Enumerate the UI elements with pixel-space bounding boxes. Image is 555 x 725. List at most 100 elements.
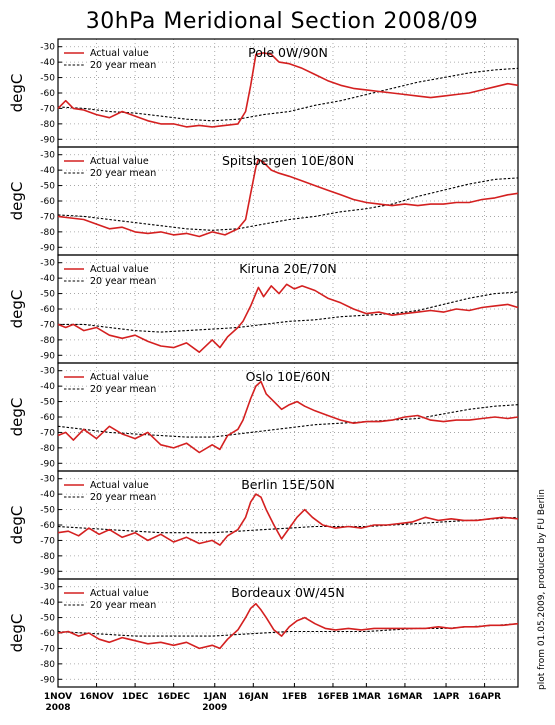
legend-label-actual: Actual value xyxy=(90,588,149,599)
y-tick-label: -80 xyxy=(40,120,55,130)
mean-series-line xyxy=(58,291,519,333)
y-tick-label: -60 xyxy=(40,413,55,423)
x-tick-label: 16APR xyxy=(468,692,501,702)
actual-series-line xyxy=(57,380,519,454)
panel-title: Pole 0W/90N xyxy=(248,45,328,60)
y-tick-label: -50 xyxy=(40,182,55,192)
x-tick-label: 1DEC xyxy=(122,692,149,702)
y-tick-label: -60 xyxy=(40,89,55,99)
legend-label-actual: Actual value xyxy=(90,48,149,59)
y-tick-label: -40 xyxy=(40,166,55,176)
actual-series-line xyxy=(57,158,519,238)
y-tick-label: -30 xyxy=(40,43,55,53)
y-tick-label: -30 xyxy=(40,475,55,485)
actual-series-line xyxy=(57,493,519,546)
x-tick-label: 16MAR xyxy=(387,692,422,702)
x-tick-label: 1NOV xyxy=(44,692,72,702)
legend-label-mean: 20 year mean xyxy=(90,384,156,395)
y-tick-label: -90 xyxy=(40,135,55,145)
legend-label-actual: Actual value xyxy=(90,480,149,491)
y-tick-label: -60 xyxy=(40,197,55,207)
y-tick-label: -70 xyxy=(40,212,55,222)
mean-series-line xyxy=(57,67,519,122)
y-tick-label: -30 xyxy=(40,367,55,377)
y-tick-label: -50 xyxy=(40,506,55,516)
legend-label-actual: Actual value xyxy=(90,264,149,275)
x-tick-label: 1APR xyxy=(433,692,460,702)
panel-title: Berlin 15E/50N xyxy=(241,477,335,492)
y-tick-label: -60 xyxy=(40,305,55,315)
y-tick-label: -90 xyxy=(40,567,55,577)
y-tick-label: -80 xyxy=(40,552,55,562)
y-tick-label: -40 xyxy=(40,382,55,392)
y-tick-label: -50 xyxy=(40,614,55,624)
actual-series-line xyxy=(57,602,519,650)
y-tick-label: -30 xyxy=(40,151,55,161)
legend-label-mean: 20 year mean xyxy=(90,276,156,287)
x-tick-year: 2008 xyxy=(45,703,70,713)
chart-title: 30hPa Meridional Section 2008/09 xyxy=(86,9,479,34)
actual-series-line xyxy=(57,283,519,354)
panel-title: Oslo 10E/60N xyxy=(246,369,331,384)
panel: -30 -40 -50 -60 -70 -80 -90 degC Actual value20 … xyxy=(8,578,519,688)
y-tick-label: -80 xyxy=(40,228,55,238)
y-tick-label: -70 xyxy=(40,536,55,546)
y-tick-label: -30 xyxy=(40,259,55,269)
panel-title: Bordeaux 0W/45N xyxy=(231,585,345,600)
panel: -30 -40 -50 -60 -70 -80 -90 degC Actual value20 … xyxy=(8,38,519,148)
y-tick-label: -80 xyxy=(40,336,55,346)
y-tick-label: -70 xyxy=(40,428,55,438)
x-tick-label: 1JAN xyxy=(203,692,227,702)
y-axis-label: degC xyxy=(8,398,26,437)
y-tick-label: -50 xyxy=(40,290,55,300)
credit-text: plot from 01.05.2009, produced by FU Ber… xyxy=(537,489,547,690)
y-tick-label: -40 xyxy=(40,58,55,68)
legend-label-mean: 20 year mean xyxy=(90,492,156,503)
panel-title: Kiruna 20E/70N xyxy=(239,261,337,276)
x-tick-label: 1MAR xyxy=(352,692,381,702)
y-tick-label: -60 xyxy=(40,521,55,531)
y-tick-label: -90 xyxy=(40,351,55,361)
y-tick-label: -70 xyxy=(40,320,55,330)
x-tick-label: 16DEC xyxy=(157,692,190,702)
y-tick-label: -40 xyxy=(40,490,55,500)
y-tick-label: -80 xyxy=(40,444,55,454)
legend-label-actual: Actual value xyxy=(90,372,149,383)
x-tick-label: 16NOV xyxy=(79,692,113,702)
x-tick-label: 1FEB xyxy=(282,692,308,702)
panel: -30 -40 -50 -60 -70 -80 -90 degC Actual value20 … xyxy=(8,470,519,580)
y-tick-label: -30 xyxy=(40,583,55,593)
y-tick-label: -50 xyxy=(40,74,55,84)
y-axis-label: degC xyxy=(8,506,26,545)
y-tick-label: -70 xyxy=(40,104,55,114)
panel-title: Spitsbergen 10E/80N xyxy=(222,153,354,168)
y-tick-label: -90 xyxy=(40,243,55,253)
y-axis-label: degC xyxy=(8,614,26,653)
y-tick-label: -50 xyxy=(40,398,55,408)
x-tick-label: 16JAN xyxy=(238,692,268,702)
panel: -30 -40 -50 -60 -70 -80 -90 degC Actual value20 … xyxy=(8,362,519,472)
actual-series-line xyxy=(57,52,519,128)
legend-label-mean: 20 year mean xyxy=(90,60,156,71)
mean-series-line xyxy=(57,404,519,438)
mean-series-line xyxy=(57,177,519,231)
x-tick-label: 16FEB xyxy=(317,692,349,702)
y-axis-label: degC xyxy=(8,290,26,329)
legend-label-mean: 20 year mean xyxy=(90,600,156,611)
y-tick-label: -80 xyxy=(40,660,55,670)
panel: -30 -40 -50 -60 -70 -80 -90 degC Actual value20 … xyxy=(8,254,519,364)
y-tick-label: -90 xyxy=(40,675,55,685)
panel: -30 -40 -50 -60 -70 -80 -90 degC Actual value20 … xyxy=(8,146,519,256)
y-tick-label: -40 xyxy=(40,598,55,608)
y-tick-label: -90 xyxy=(40,459,55,469)
y-tick-label: -40 xyxy=(40,274,55,284)
